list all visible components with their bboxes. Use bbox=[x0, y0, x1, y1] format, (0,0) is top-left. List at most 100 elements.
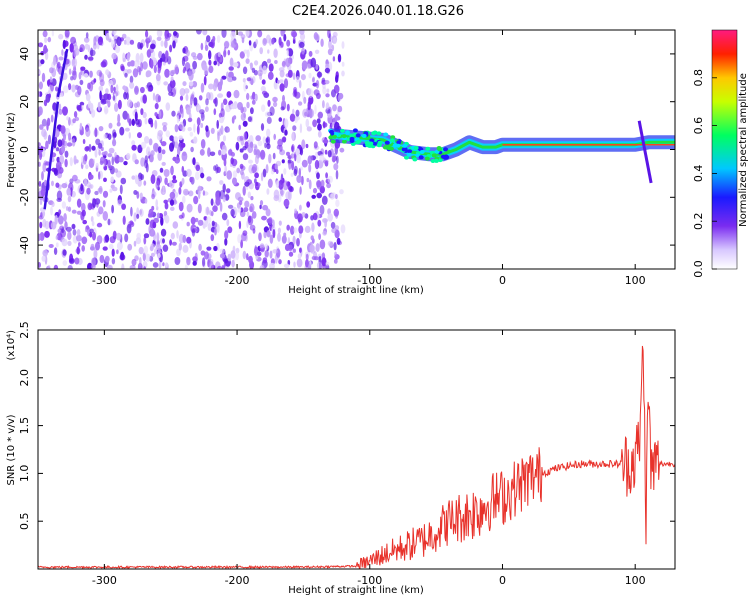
noise-blob bbox=[291, 160, 295, 171]
noise-blob bbox=[257, 69, 263, 77]
noise-blob bbox=[116, 241, 123, 251]
noise-blob bbox=[239, 169, 244, 176]
noise-blob bbox=[38, 161, 41, 167]
noise-blob bbox=[310, 235, 314, 241]
noise-blob bbox=[151, 252, 155, 257]
noise-blob bbox=[242, 153, 249, 161]
noise-blob bbox=[119, 184, 123, 195]
noise-blob bbox=[131, 175, 136, 180]
noise-blob bbox=[150, 43, 156, 50]
noise-blob bbox=[230, 31, 236, 40]
noise-blob bbox=[77, 85, 82, 96]
noise-blob bbox=[140, 61, 144, 72]
noise-blob bbox=[222, 196, 226, 203]
noise-blob bbox=[194, 171, 200, 181]
noise-blob bbox=[154, 102, 159, 110]
noise-blob bbox=[76, 234, 82, 242]
signal-blob bbox=[396, 140, 402, 145]
noise-blob bbox=[328, 39, 332, 50]
noise-blob bbox=[250, 107, 254, 115]
noise-blob bbox=[290, 30, 297, 38]
noise-blob bbox=[115, 84, 119, 92]
noise-blob bbox=[164, 177, 168, 185]
noise-blob bbox=[105, 33, 110, 41]
spectro-streak bbox=[43, 101, 60, 210]
noise-blob bbox=[322, 139, 329, 144]
noise-blob bbox=[254, 93, 258, 102]
noise-blob bbox=[319, 204, 325, 215]
noise-blob bbox=[285, 57, 291, 68]
noise-blob bbox=[249, 224, 256, 231]
noise-blob bbox=[72, 174, 78, 182]
noise-blob bbox=[167, 56, 172, 65]
noise-blob bbox=[229, 57, 234, 67]
noise-blob bbox=[230, 152, 235, 157]
noise-blob bbox=[251, 91, 256, 100]
noise-blob bbox=[154, 112, 158, 117]
noise-blob bbox=[170, 232, 175, 240]
signal-blob bbox=[390, 135, 396, 140]
noise-blob bbox=[206, 92, 211, 101]
noise-blob bbox=[129, 81, 135, 89]
noise-blob bbox=[290, 225, 295, 235]
noise-blob bbox=[46, 122, 49, 131]
noise-blob bbox=[317, 111, 323, 119]
noise-blob bbox=[199, 109, 205, 115]
noise-blob bbox=[267, 217, 273, 226]
noise-blob bbox=[215, 195, 221, 206]
noise-blob bbox=[72, 118, 76, 124]
noise-blob bbox=[115, 90, 120, 96]
noise-blob bbox=[208, 83, 214, 90]
noise-blob bbox=[287, 190, 292, 201]
spectro-x-tick-label: -200 bbox=[225, 274, 250, 287]
noise-blob bbox=[48, 93, 51, 99]
noise-blob bbox=[55, 182, 60, 188]
noise-blob bbox=[247, 215, 252, 224]
noise-blob bbox=[222, 183, 226, 193]
noise-blob bbox=[226, 188, 231, 194]
noise-blob bbox=[254, 154, 259, 165]
noise-blob bbox=[109, 236, 116, 244]
noise-blob bbox=[112, 129, 117, 139]
noise-blob bbox=[93, 36, 97, 46]
noise-blob bbox=[240, 112, 246, 121]
noise-blob bbox=[264, 111, 271, 117]
noise-blob bbox=[202, 30, 208, 36]
noise-blob bbox=[322, 230, 327, 236]
noise-blob bbox=[119, 126, 125, 136]
noise-blob bbox=[291, 145, 294, 152]
noise-blob bbox=[337, 53, 342, 63]
noise-blob bbox=[305, 143, 309, 149]
noise-blob bbox=[188, 71, 194, 81]
noise-blob bbox=[76, 198, 82, 208]
noise-blob bbox=[81, 202, 86, 212]
noise-blob bbox=[335, 199, 340, 207]
signal-blob bbox=[431, 153, 437, 158]
noise-blob bbox=[95, 162, 99, 168]
noise-blob bbox=[169, 239, 173, 246]
noise-blob bbox=[98, 185, 103, 195]
noise-blob bbox=[178, 135, 183, 141]
noise-blob bbox=[308, 163, 312, 173]
noise-blob bbox=[138, 246, 144, 255]
noise-blob bbox=[308, 72, 312, 79]
noise-blob bbox=[87, 100, 92, 109]
noise-blob bbox=[153, 65, 157, 74]
noise-blob bbox=[56, 197, 62, 202]
noise-blob bbox=[267, 71, 274, 81]
noise-blob bbox=[299, 41, 305, 49]
noise-blob bbox=[322, 100, 325, 109]
noise-blob bbox=[266, 58, 272, 64]
noise-blob bbox=[170, 69, 177, 74]
noise-blob bbox=[223, 98, 228, 106]
noise-blob bbox=[173, 31, 178, 36]
noise-blob bbox=[162, 125, 167, 132]
noise-blob bbox=[239, 135, 244, 141]
noise-blob bbox=[259, 264, 265, 269]
noise-blob bbox=[39, 124, 44, 130]
noise-blob bbox=[38, 262, 41, 268]
noise-blob bbox=[120, 177, 127, 185]
noise-blob bbox=[114, 168, 119, 173]
signal-blob bbox=[434, 158, 439, 163]
noise-blob bbox=[102, 211, 109, 221]
